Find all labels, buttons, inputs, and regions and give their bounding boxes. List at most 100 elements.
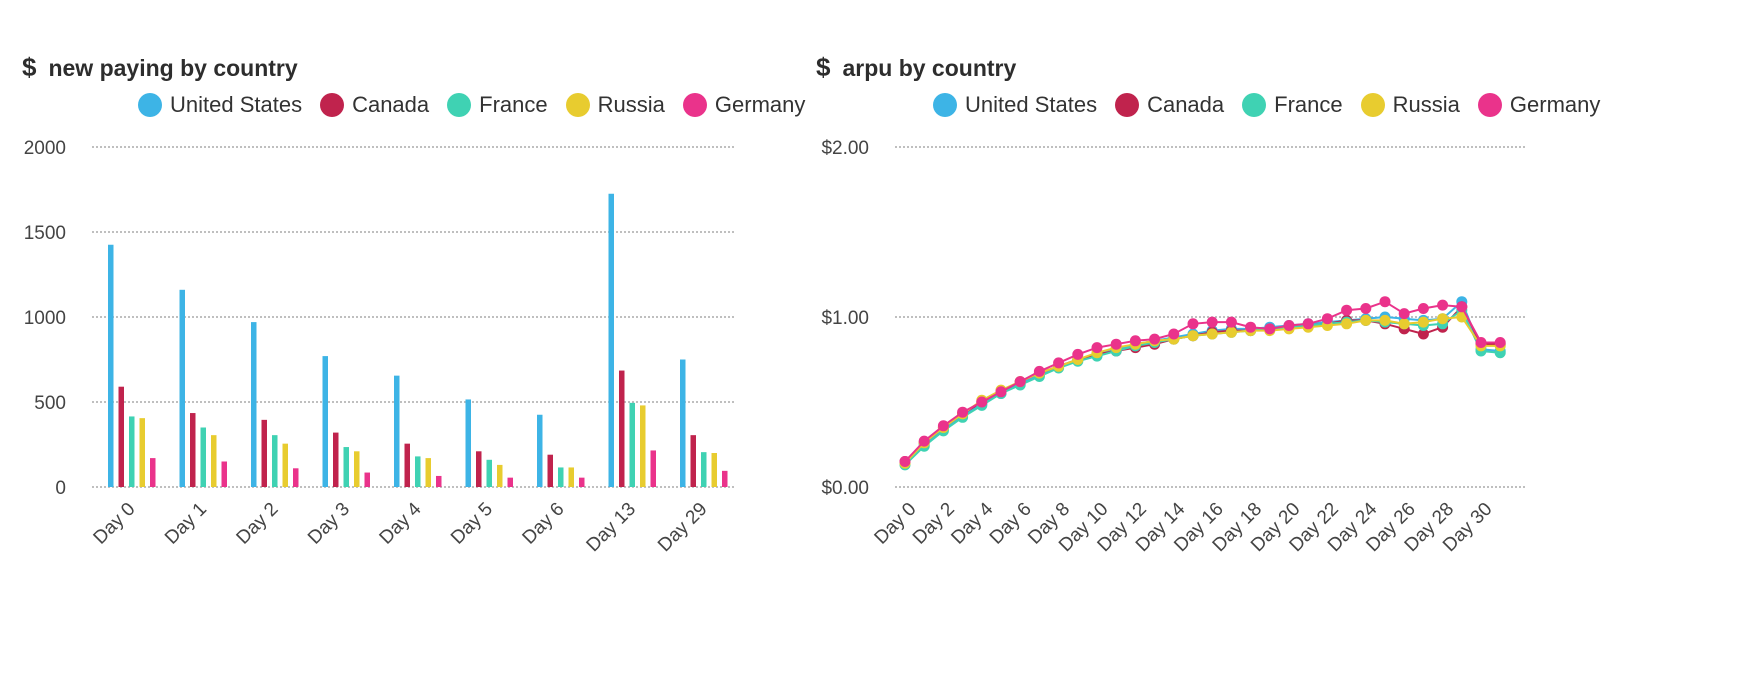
bar-united-states-day-2[interactable] (251, 322, 257, 487)
point-russia-25[interactable] (1379, 314, 1391, 326)
point-germany-5[interactable] (995, 386, 1007, 398)
legend-item-canada[interactable]: Canada (1115, 92, 1224, 118)
point-russia-17[interactable] (1225, 326, 1237, 338)
point-germany-14[interactable] (1168, 328, 1180, 340)
point-germany-4[interactable] (976, 396, 988, 408)
bar-france-day-3[interactable] (343, 447, 350, 487)
point-germany-22[interactable] (1321, 313, 1333, 325)
bar-canada-day-29[interactable] (690, 435, 697, 487)
point-germany-8[interactable] (1053, 357, 1065, 369)
legend-item-germany[interactable]: Germany (1477, 92, 1600, 118)
legend-item-canada[interactable]: Canada (320, 92, 429, 118)
point-germany-6[interactable] (1014, 376, 1026, 388)
point-germany-30[interactable] (1475, 337, 1487, 348)
bar-russia-day-13[interactable] (640, 405, 646, 487)
bar-germany-day-6[interactable] (579, 477, 585, 487)
point-germany-0[interactable] (899, 456, 911, 467)
bar-france-day-13[interactable] (629, 402, 636, 487)
bar-france-day-5[interactable] (486, 459, 493, 487)
bar-united-states-day-0[interactable] (108, 244, 114, 487)
point-germany-11[interactable] (1110, 338, 1122, 350)
bar-canada-day-5[interactable] (476, 451, 482, 487)
bar-russia-day-29[interactable] (711, 453, 718, 487)
bar-germany-day-4[interactable] (436, 475, 442, 487)
point-germany-25[interactable] (1379, 296, 1391, 308)
bar-canada-day-3[interactable] (333, 432, 339, 487)
point-germany-15[interactable] (1187, 318, 1199, 330)
legend-item-germany[interactable]: Germany (682, 92, 805, 118)
point-germany-1[interactable] (918, 435, 930, 447)
bar-germany-day-3[interactable] (364, 472, 371, 487)
point-germany-27[interactable] (1417, 303, 1429, 314)
bar-russia-day-1[interactable] (211, 435, 217, 487)
point-germany-10[interactable] (1091, 342, 1103, 354)
bar-russia-day-3[interactable] (354, 451, 360, 487)
y-tick-label: 500 (34, 393, 66, 414)
point-germany-24[interactable] (1360, 303, 1372, 314)
bar-canada-day-13[interactable] (619, 370, 625, 487)
legend-item-united-states[interactable]: United States (933, 92, 1097, 118)
bar-france-day-6[interactable] (558, 467, 564, 487)
bar-france-day-1[interactable] (200, 427, 207, 488)
bar-russia-day-6[interactable] (568, 467, 575, 487)
legend-item-russia[interactable]: Russia (1360, 92, 1460, 118)
bar-germany-day-1[interactable] (221, 461, 228, 488)
bar-germany-day-13[interactable] (650, 450, 657, 487)
bar-canada-day-6[interactable] (547, 454, 554, 487)
bar-united-states-day-3[interactable] (322, 356, 329, 487)
point-germany-13[interactable] (1149, 333, 1161, 345)
bar-france-day-2[interactable] (272, 435, 278, 487)
bar-united-states-day-13[interactable] (608, 193, 615, 487)
bar-russia-day-4[interactable] (425, 458, 432, 487)
point-russia-28[interactable] (1437, 313, 1449, 325)
bar-germany-day-2[interactable] (293, 468, 299, 487)
legend-item-france[interactable]: France (447, 92, 548, 118)
legend-item-france[interactable]: France (1242, 92, 1343, 118)
point-germany-3[interactable] (957, 406, 969, 418)
point-germany-31[interactable] (1494, 337, 1506, 348)
point-russia-26[interactable] (1398, 318, 1410, 330)
bar-united-states-day-29[interactable] (680, 359, 686, 488)
bar-france-day-0[interactable] (129, 416, 135, 487)
point-germany-17[interactable] (1225, 316, 1237, 328)
bar-france-day-29[interactable] (701, 452, 707, 487)
point-germany-26[interactable] (1398, 308, 1410, 320)
point-russia-27[interactable] (1417, 316, 1429, 328)
point-germany-7[interactable] (1033, 365, 1045, 377)
point-russia-23[interactable] (1341, 318, 1353, 330)
bar-united-states-day-6[interactable] (537, 414, 543, 487)
point-germany-2[interactable] (937, 420, 949, 432)
point-germany-12[interactable] (1129, 335, 1141, 347)
bar-united-states-day-4[interactable] (394, 375, 400, 487)
bar-united-states-day-5[interactable] (465, 399, 472, 487)
point-russia-24[interactable] (1360, 314, 1372, 326)
point-canada-27[interactable] (1417, 328, 1429, 340)
point-germany-19[interactable] (1264, 323, 1276, 335)
point-germany-28[interactable] (1437, 299, 1449, 311)
bar-canada-day-0[interactable] (118, 386, 125, 487)
bar-france-day-4[interactable] (415, 456, 421, 487)
bar-germany-day-0[interactable] (150, 458, 156, 487)
bar-russia-day-5[interactable] (497, 464, 503, 487)
legend-item-united-states[interactable]: United States (138, 92, 302, 118)
chart-title-text: arpu by country (842, 55, 1017, 81)
point-russia-16[interactable] (1206, 328, 1218, 340)
bar-canada-day-4[interactable] (404, 443, 411, 487)
legend-item-russia[interactable]: Russia (565, 92, 665, 118)
bar-germany-day-29[interactable] (722, 470, 728, 487)
point-germany-18[interactable] (1245, 321, 1257, 333)
bar-russia-day-0[interactable] (139, 418, 146, 487)
bar-germany-day-5[interactable] (507, 477, 514, 487)
point-germany-9[interactable] (1072, 348, 1084, 360)
bar-united-states-day-1[interactable] (179, 289, 186, 487)
bar-canada-day-1[interactable] (190, 413, 196, 487)
point-germany-20[interactable] (1283, 320, 1295, 331)
bar-canada-day-2[interactable] (261, 419, 268, 487)
point-germany-21[interactable] (1302, 318, 1314, 330)
point-germany-16[interactable] (1206, 316, 1218, 328)
point-russia-29[interactable] (1456, 311, 1468, 323)
point-germany-23[interactable] (1341, 304, 1353, 316)
point-germany-29[interactable] (1456, 301, 1468, 313)
point-russia-15[interactable] (1187, 330, 1199, 342)
bar-russia-day-2[interactable] (282, 443, 289, 487)
